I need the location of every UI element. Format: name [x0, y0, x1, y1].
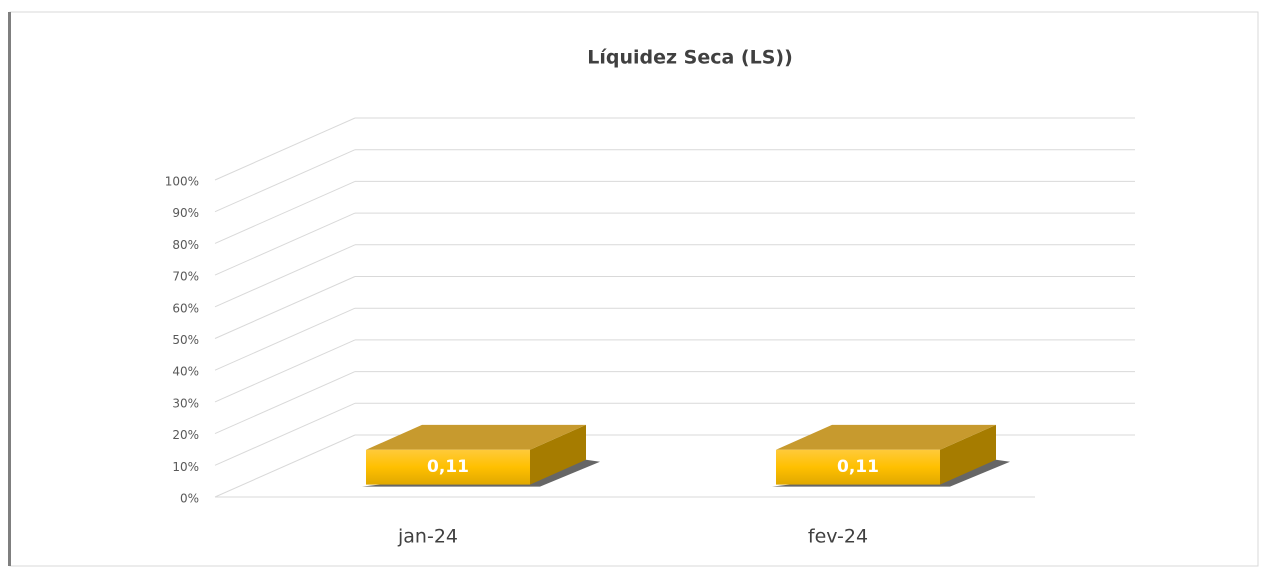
grid-line [214, 276, 356, 339]
data-label: 0,11 [427, 457, 469, 477]
left-border [8, 12, 11, 566]
bar [366, 449, 530, 485]
data-label: 0,11 [837, 457, 879, 477]
y-tick-label: 20% [172, 428, 199, 442]
y-tick-label: 70% [172, 270, 199, 284]
grid-line [214, 212, 356, 276]
grid-line [214, 244, 356, 308]
bar-side [940, 424, 996, 485]
grid-line [214, 180, 356, 244]
grid-line [214, 149, 356, 213]
y-tick-label: 90% [172, 206, 199, 220]
chart-title: Líquidez Seca (LS)) [587, 47, 793, 69]
chart-area [9, 11, 1259, 567]
y-tick-label: 60% [172, 301, 199, 315]
grid-line [214, 371, 356, 435]
bar-side [530, 424, 586, 485]
grid-line [214, 117, 356, 181]
y-tick-label: 50% [172, 333, 199, 347]
y-tick-label: 80% [172, 238, 199, 252]
y-tick-label: 10% [172, 460, 199, 474]
bar [776, 449, 940, 485]
grid-line [214, 339, 356, 403]
bar-top [776, 424, 996, 450]
y-tick-label: 0% [180, 492, 199, 506]
grid-line [214, 402, 356, 466]
y-tick-label: 30% [172, 396, 199, 410]
bar-top [366, 424, 586, 450]
y-tick-label: 40% [172, 365, 199, 379]
x-tick-label: jan-24 [397, 526, 458, 548]
grid-line [214, 434, 356, 498]
x-tick-label: fev-24 [808, 526, 868, 548]
y-tick-label: 100% [165, 175, 199, 189]
grid-line [214, 307, 356, 371]
